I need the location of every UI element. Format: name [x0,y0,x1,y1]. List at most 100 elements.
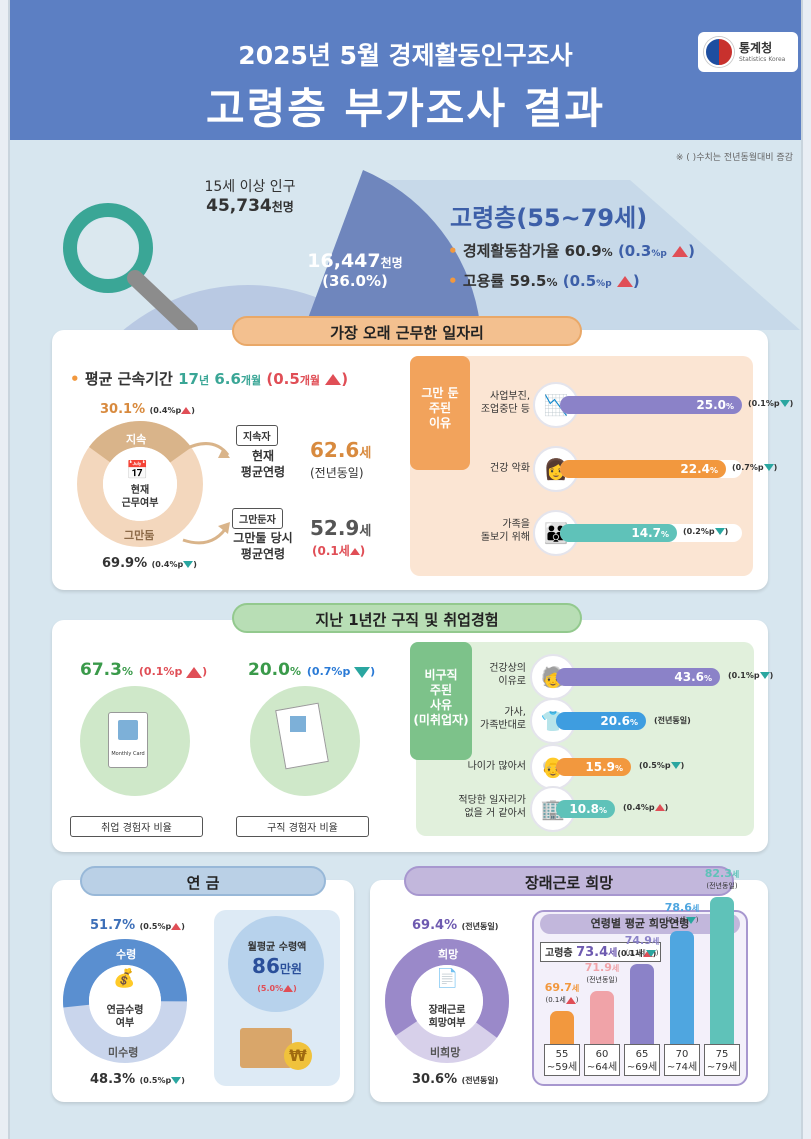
box-icon [240,1028,292,1068]
quit-reasons-title: 그만 둔 주된 이유 [410,356,470,470]
elderly-title: 고령층(55~79세) [450,204,648,232]
arrow-down-icon [759,672,770,679]
search-pct: 20.0% (0.7%p ) [248,660,376,680]
arrow-up-icon [325,374,342,385]
quit-reason-change: (0.1%p) [748,399,794,408]
hope-label: 희망 [438,948,459,961]
participation-rate: • 경제활동참가율 60.9% (0.3%p ) [448,242,695,260]
tag-continue: 지속자 [236,425,278,446]
nosearch-reason-change: (0.1%p) [728,671,774,680]
age-category-3: 70 ~74세 [664,1044,700,1076]
age-value-3: 78.6세 [664,901,700,914]
header-title: 고령층 부가조사 결과 [205,84,605,133]
pension-receive-label: 수령 [116,948,137,961]
quit-reason-bar: 25.0% [560,396,742,414]
coins-icon: 💰 [113,968,136,989]
quit-reason-change: (0.7%p) [732,463,778,472]
monthly-value: 86만원 [252,954,302,978]
population-block: 15세 이상 인구 45,734천명 [190,176,310,216]
current-age-change: (전년동일) [310,466,364,480]
age-change-1: (전년동일) [586,976,618,984]
pension-not-pct: 48.3% (0.5%p) [90,1072,185,1087]
age-category-2: 65 ~69세 [624,1044,660,1076]
calendar-icon: 📅 [126,460,149,481]
population-label: 15세 이상 인구 [204,179,296,195]
population-unit: 천명 [271,200,294,214]
quit-age: 52.9세 [310,516,372,540]
employed-label: 취업 경험자 비율 [70,816,203,837]
age-category-4: 75 ~79세 [704,1044,740,1076]
age-bar-3 [670,931,694,1044]
age-value-0: 69.7세 [544,981,580,994]
quit-reason-label: 사업부진, 조업중단 등 [480,391,530,415]
age-category-1: 60 ~64세 [584,1044,620,1076]
arrow-up-icon [672,246,689,257]
header: 2025년 5월 경제활동인구조사 고령층 부가조사 결과 통계청 Statist… [10,0,801,140]
nosearch-reason-bar: 43.6% [556,668,720,686]
quit-reason-label: 가족을 돌보기 위해 [480,519,530,543]
nosearch-reason-label: 나이가 많아서 [467,761,526,772]
quit-reason-label: 건강 악화 [490,463,530,474]
nosearch-reason-change: (전년동일) [654,716,691,725]
header-subtitle: 2025년 5월 경제활동인구조사 [238,41,573,70]
age-change-4: (전년동일) [706,882,738,890]
continue-pct: 30.1% (0.4%p) [100,402,195,417]
employed-pct: 67.3% (0.1%p ) [80,660,208,680]
arrow-down-icon [645,949,656,957]
future-donut [384,939,509,1063]
nosearch-reason-change: (0.5%p) [639,761,685,770]
elderly-population-block: 16,447천명 (36.0%) [305,250,405,290]
age-value-1: 71.9세 [584,961,620,974]
age-change-2: (0.1세) [625,949,659,957]
logo-text-en: Statistics Korea [739,55,786,63]
nosearch-reason-change: (0.4%p) [623,803,669,812]
future-title: 장래근로 희망 [404,866,734,896]
age-bar-2 [630,964,654,1044]
tag-quit: 그만둔자 [232,508,283,529]
documents-icon: 📄 [436,968,459,989]
job-donut [76,420,203,547]
id-card-illustration: Monthly Card [80,686,190,796]
current-age-label: 현재 평균연령 [240,449,286,479]
pension-donut [63,939,187,1063]
age-bar-1 [590,991,614,1044]
taegeuk-icon [704,37,734,67]
monthly-change: (5.0%) [257,984,297,993]
arrow-up-icon [565,996,576,1004]
current-age: 62.6세 [310,438,372,462]
elderly-population-share: (36.0%) [322,272,388,290]
age-value-4: 82.3세 [704,867,740,880]
arrow-down-icon [685,916,696,924]
arrow-up-icon [186,666,203,678]
nosearch-reason-bar: 15.9% [556,758,631,776]
tenure: • 평균 근속기간 17년 6.6개월 (0.5개월 ) [70,370,349,388]
quit-age-label: 그만둘 당시 평균연령 [233,531,293,561]
resume-illustration [250,686,360,796]
flow-arrows [182,442,230,545]
arrow-down-icon [714,528,725,535]
age-change-0: (0.1세) [545,996,579,1004]
quit-label: 그만둠 [124,529,155,542]
no-hope-label: 비희망 [430,1046,461,1059]
arrow-down-icon [183,561,194,568]
age-bar-0 [550,1011,574,1044]
elderly-stats: • 경제활동참가율 60.9% (0.3%p ) • 고용률 59.5% (0.… [448,238,695,298]
quit-reason-bar: 14.7% [560,524,677,542]
continue-label: 지속 [126,433,147,446]
monthly-label: 월평균 수령액 [247,942,307,953]
monthly-pension-bubble: 월평균 수령액 86만원 (5.0%) ₩ [214,910,340,1086]
nosearch-reason-icon-0: 🧓 [530,654,576,700]
pension-receive-pct: 51.7% (0.5%p) [90,918,185,933]
arrow-down-icon [763,464,774,471]
elderly-population-unit: 천명 [380,256,403,270]
arrow-down-icon [670,762,681,769]
nosearch-reason-label: 건강상의 이유로 [489,663,526,687]
population-value: 45,734 [206,196,272,216]
quit-age-change: (0.1세) [312,544,366,558]
note: ※ ( )수치는 전년동월대비 증감 [675,153,793,163]
employment-rate: • 고용률 59.5% (0.5%p ) [448,272,640,290]
pension-title: 연 금 [80,866,326,896]
statistics-korea-logo: 통계청 Statistics Korea [698,32,798,72]
quit-reason-bar: 22.4% [560,460,726,478]
nosearch-reason-bar: 10.8% [556,800,615,818]
